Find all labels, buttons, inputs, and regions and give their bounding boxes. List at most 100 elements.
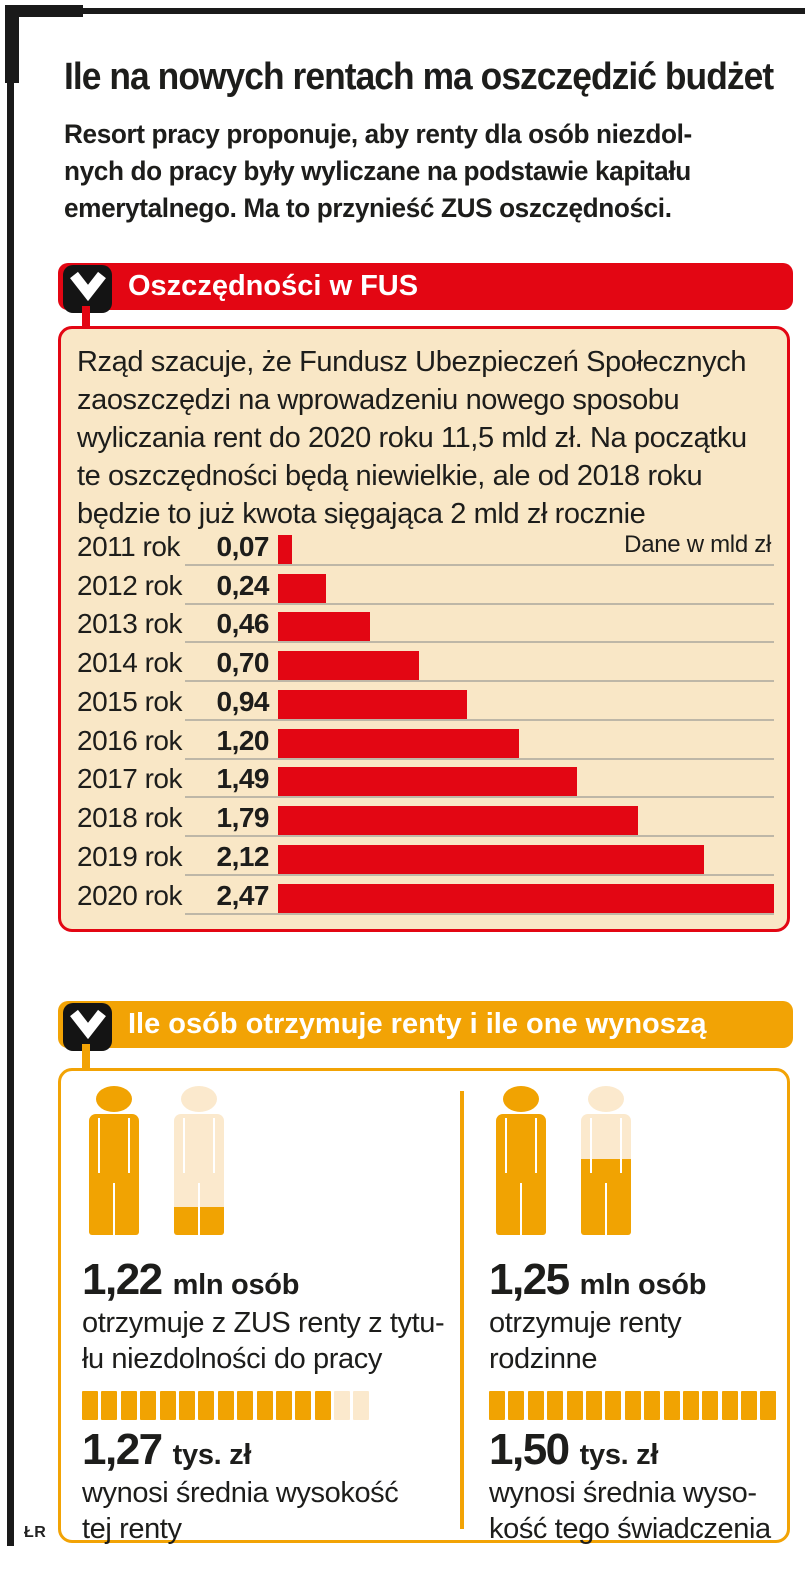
- amount-square: [140, 1391, 157, 1420]
- person-icon: [489, 1085, 553, 1237]
- chart-bar: [278, 806, 638, 835]
- disability-pensions-column: 1,22 mln osób otrzymuje z ZUS renty z ty…: [82, 1071, 452, 1547]
- count-unit: mln osób: [172, 1269, 300, 1301]
- savings-paragraph-line: będzie to już kwota sięgająca 2 mld zł r…: [77, 498, 646, 530]
- count-description: otrzymuje z ZUS renty z tytu- łu niezdol…: [82, 1305, 452, 1377]
- chevron-down-icon: [67, 1005, 109, 1050]
- amount-square: [547, 1391, 564, 1420]
- savings-paragraph: Rząd szacuje, że Fundusz Ubezpieczeń Spo…: [77, 343, 747, 533]
- chart-gridline: [185, 912, 774, 915]
- chart-bar: [278, 728, 519, 758]
- amount-square: [508, 1391, 525, 1420]
- frame-top-line: [5, 8, 805, 14]
- savings-box: Rząd szacuje, że Fundusz Ubezpieczeń Spo…: [58, 326, 790, 932]
- chart-bar: [278, 767, 577, 797]
- section2-connector-line: [82, 1044, 90, 1070]
- person-icons-group: [489, 1085, 789, 1237]
- count-headline: 1,25 mln osób: [489, 1258, 789, 1302]
- chart-row: 2011 rok 0,07: [77, 527, 774, 566]
- chart-year-label: 2017 rok: [77, 763, 182, 795]
- amount-square: [237, 1391, 254, 1420]
- amount-square: [566, 1391, 583, 1420]
- intro-line: nych do pracy były wyliczane na podstawi…: [64, 156, 691, 186]
- chart-row: 2012 rok 0,24: [77, 566, 774, 605]
- chart-year-label: 2016 rok: [77, 724, 182, 756]
- author-credit: ŁR: [24, 1524, 47, 1541]
- chart-value-label: 0,94: [216, 685, 270, 717]
- count-description-line: łu niezdolności do pracy: [82, 1343, 382, 1375]
- count-description-line: otrzymuje z ZUS renty z tytu-: [82, 1307, 445, 1339]
- chart-row: 2013 rok 0,46: [77, 605, 774, 644]
- chart-row: 2016 rok 1,20: [77, 721, 774, 760]
- section2-label: Ile osób otrzymuje renty i ile one wynos…: [128, 1008, 707, 1040]
- chart-bar: [278, 883, 774, 913]
- chevron-down-icon: [67, 267, 109, 312]
- chart-value-label: 2,12: [216, 840, 270, 872]
- intro-line: Resort pracy proponuje, aby renty dla os…: [64, 119, 692, 149]
- amount-unit: tys. zł: [579, 1439, 659, 1471]
- amount-description: wynosi średnia wysokość tej renty: [82, 1475, 452, 1547]
- chart-bar: [278, 844, 704, 874]
- amount-square: [120, 1391, 137, 1420]
- chart-value-label: 2,47: [216, 879, 270, 911]
- count-description-line: otrzymuje renty: [489, 1307, 682, 1339]
- chart-year-label: 2011 rok: [77, 530, 180, 562]
- chart-value-label: 0,46: [216, 608, 270, 640]
- chart-bar: [278, 689, 467, 719]
- amount-square: [82, 1391, 98, 1420]
- savings-paragraph-line: te oszczędności będą niewielkie, ale od …: [77, 460, 703, 492]
- count-value: 1,25: [489, 1255, 570, 1304]
- amount-headline: 1,27 tys. zł: [82, 1428, 452, 1472]
- amount-square: [527, 1391, 544, 1420]
- chart-value-label: 0,07: [216, 530, 270, 562]
- chart-value-label: 1,49: [216, 763, 270, 795]
- amount-square: [644, 1391, 661, 1420]
- chart-year-label: 2013 rok: [77, 608, 182, 640]
- count-description: otrzymuje renty rodzinne: [489, 1305, 789, 1377]
- amount-square: [721, 1391, 738, 1420]
- chart-value-label: 0,24: [216, 569, 270, 601]
- count-unit: mln osób: [579, 1269, 707, 1301]
- section1-connector-line: [82, 306, 90, 330]
- chart-gridline: [185, 641, 774, 644]
- chart-year-label: 2012 rok: [77, 569, 182, 601]
- amount-square: [353, 1391, 370, 1420]
- amount-square: [334, 1391, 351, 1420]
- amount-square: [101, 1391, 118, 1420]
- amount-description-line: tej renty: [82, 1513, 182, 1545]
- amount-square: [702, 1391, 719, 1420]
- person-icons-group: [82, 1085, 452, 1237]
- amount-square: [178, 1391, 195, 1420]
- amount-description-line: wynosi średnia wyso-: [489, 1477, 757, 1509]
- amount-square: [605, 1391, 622, 1420]
- section2-check-badge: [63, 1003, 112, 1051]
- intro-paragraph: Resort pracy proponuje, aby renty dla os…: [64, 116, 692, 227]
- person-icon-partial: [574, 1085, 638, 1237]
- amount-square: [295, 1391, 312, 1420]
- amount-description: wynosi średnia wyso- kość tego świadczen…: [489, 1475, 789, 1547]
- savings-bar-chart: 2011 rok 0,07 2012 rok 0,24 2013 rok 0,46 2…: [77, 527, 774, 915]
- frame-corner-horizontal: [5, 5, 83, 17]
- savings-paragraph-line: Rząd szacuje, że Fundusz Ubezpieczeń Spo…: [77, 346, 747, 378]
- chart-bar: [278, 612, 370, 642]
- chart-value-label: 1,79: [216, 802, 270, 833]
- section1-check-badge: [63, 265, 112, 313]
- chart-year-label: 2020 rok: [77, 879, 182, 911]
- count-headline: 1,22 mln osób: [82, 1258, 452, 1302]
- chart-value-label: 1,20: [216, 724, 270, 756]
- chart-bar: [278, 573, 326, 603]
- frame-left-line: [7, 5, 14, 1546]
- intro-line: emerytalnego. Ma to przynieść ZUS oszczę…: [64, 193, 672, 223]
- amount-square: [760, 1391, 777, 1420]
- amount-squares: [489, 1391, 789, 1420]
- person-icon-partial: [167, 1085, 231, 1237]
- page-title: Ile na nowych rentach ma oszczędzić budż…: [64, 56, 774, 98]
- chart-row: 2018 rok 1,79: [77, 798, 774, 837]
- amount-value: 1,50: [489, 1425, 570, 1474]
- amount-unit: tys. zł: [172, 1439, 252, 1471]
- amount-square: [275, 1391, 292, 1420]
- chart-value-label: 0,70: [216, 647, 270, 678]
- amount-square: [217, 1391, 234, 1420]
- chart-year-label: 2014 rok: [77, 647, 182, 678]
- amount-headline: 1,50 tys. zł: [489, 1428, 789, 1472]
